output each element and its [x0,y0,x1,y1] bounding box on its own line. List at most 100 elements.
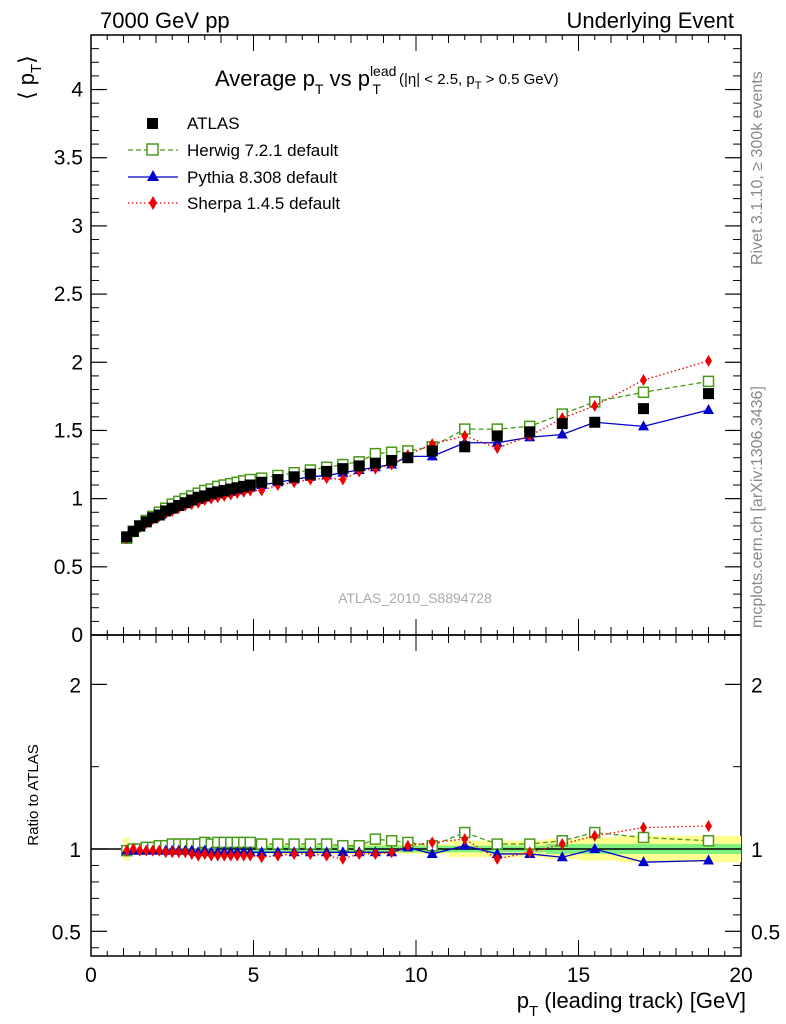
main-ytick-label: 0 [71,624,83,647]
atlas-series-point [244,479,256,491]
sherpa-ratio-series-point [220,849,228,862]
sherpa-ratio-series-point [388,846,396,859]
ratio-xtick-label: 10 [404,964,427,987]
atlas-series-point [491,430,503,442]
herwig-series-point [637,386,650,399]
atlas-series-point [337,463,349,475]
herwig-ratio-series-point [385,835,398,847]
ratio-ytick-label-right: 2 [751,674,763,697]
atlas-series-point [272,474,284,486]
atlas-series-point [140,516,152,528]
atlas-series-point [134,520,146,532]
atlas-series-point [147,512,159,524]
main-ytick-label: 3 [71,215,83,238]
sherpa-ratio-series-point [227,849,235,862]
ratio-ytick-label: 2 [69,674,81,697]
atlas-series-point [192,491,204,503]
atlas-series-point [321,465,333,477]
sherpa-ratio-series-point [640,821,647,834]
sherpa-series-point [640,374,647,386]
sherpa-ratio-series-point [175,846,183,859]
atlas-series-point [231,482,243,494]
sherpa-ratio-series-point [355,847,363,860]
sherpa-series-point [461,429,469,442]
sherpa-ratio-series-point [155,844,163,857]
atlas-series-point [386,454,398,466]
sherpa-series-point [339,473,347,486]
ratio-xtick-label: 15 [567,964,590,987]
atlas-series-point [205,487,217,499]
sherpa-ratio-series-point [129,843,137,855]
atlas-series-point [426,445,438,457]
herwig-series-line [126,380,709,539]
atlas-series-point [173,499,185,511]
main-ytick-label: 2 [71,351,83,374]
sherpa-series-point [591,399,599,412]
atlas-series-point [589,416,601,428]
atlas-series-point [703,388,714,400]
main-ytick-label: 2.5 [54,283,83,306]
legend-herwig-label: Herwig 7.2.1 default [187,141,338,160]
sherpa-ratio-series-point [123,844,131,857]
svg-text:⟨ pT⟩: ⟨ pT⟩ [14,55,45,100]
atlas-series-point [369,457,381,469]
atlas-series-point [459,441,471,453]
sherpa-ratio-series-point [274,849,282,862]
legend-atlas: ATLAS [147,114,240,133]
ratio-ytick-label: 0.5 [52,921,81,944]
ratio-ytick-label-right: 0.5 [751,921,780,944]
main-ytick-label: 3.5 [54,147,83,170]
atlas-series-point [524,426,536,438]
sherpa-ratio-series-point [168,846,176,859]
pythia-ratio-series-point [638,856,649,867]
sherpa-ratio-series-point [188,847,196,860]
herwig-ratio-series-point [244,836,256,849]
legend-herwig-marker [146,143,159,156]
atlas-series-point [288,471,300,483]
rivet-label: Rivet 3.1.10, ≥ 300k events [749,71,766,265]
pythia-ratio-series-point [589,843,601,853]
legend-sherpa-marker [149,196,157,210]
sherpa-ratio-series [123,819,712,865]
ratio-ytick-label: 1 [69,839,81,862]
atlas-series-point [121,531,133,543]
mcplots-label: mcplots.cern.ch [arXiv:1306.3436] [749,386,766,628]
sherpa-ratio-series-point [162,846,170,859]
atlas-series-point [638,403,649,415]
atlas-series-point [212,486,224,498]
legend-pythia: Pythia 8.308 default [128,168,338,187]
main-ytick-label: 1.5 [54,419,83,442]
sherpa-ratio-series-point [214,849,222,862]
herwig-ratio-series-point [491,838,503,850]
sherpa-ratio-series-point [526,846,534,859]
ratio-ytick-label-right: 1 [751,839,763,862]
sherpa-ratio-series-point [290,847,298,860]
sherpa-ratio-series-point [181,846,189,859]
pythia-series-point [556,428,568,439]
atlas-series [121,388,714,543]
sherpa-ratio-series-point [558,838,566,851]
pythia-ratio-series-point [426,847,438,858]
plot-title: Average pT vs plead T(|η| < 2.5, pT > 0.5… [215,63,559,97]
sherpa-ratio-series-point [233,849,241,862]
pythia-ratio-series-point [556,851,568,862]
atlas-series-point [304,468,316,480]
atlas-series-point [199,490,211,502]
atlas-series-point [256,476,268,488]
legend-pythia-label: Pythia 8.308 default [187,168,338,187]
atlas-series-point [556,418,568,430]
sherpa-ratio-series-point [207,849,215,862]
atlas-series-point [160,505,172,517]
ratio-xtick-label: 5 [248,964,260,987]
xlabel: pT (leading track) [GeV] [517,988,746,1020]
pythia-series-point [703,404,714,414]
sherpa-ratio-series-point [371,847,379,860]
main-ytick-label: 1 [71,488,83,511]
sherpa-ratio-series-point [201,847,209,860]
legend-sherpa-label: Sherpa 1.4.5 default [187,194,340,213]
data-series [121,354,715,867]
sherpa-ratio-series-point [240,849,248,862]
atlas-series-point [127,525,139,537]
sherpa-ratio-series-point [339,852,347,865]
